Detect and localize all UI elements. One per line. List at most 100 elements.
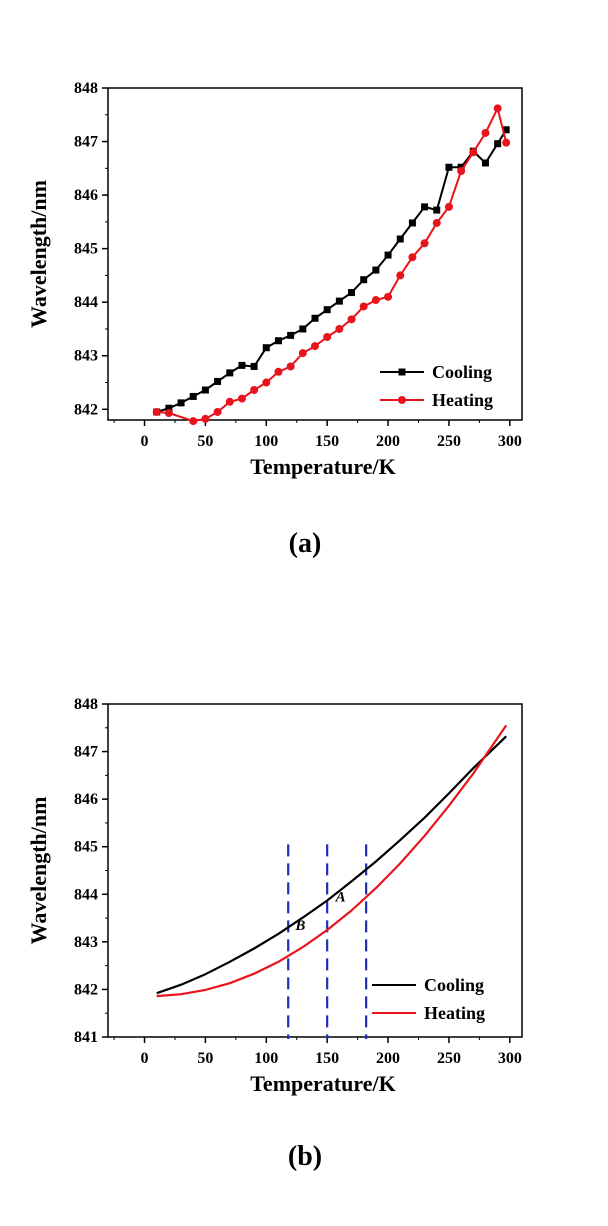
data-point-heating <box>371 296 380 305</box>
data-point-heating <box>250 386 259 395</box>
data-point-cooling <box>384 251 392 259</box>
data-point-heating <box>164 409 173 418</box>
x-axis-title: Temperature/K <box>250 454 395 479</box>
data-point-heating <box>347 315 356 324</box>
figure-caption: (b) <box>288 1141 322 1172</box>
data-point-heating <box>189 417 198 426</box>
data-point-heating <box>201 414 210 423</box>
data-point-heating <box>225 397 234 406</box>
x-tick-label: 300 <box>498 1050 522 1067</box>
data-point-heating <box>420 239 429 248</box>
data-point-cooling <box>299 325 307 333</box>
y-tick-label: 848 <box>74 696 98 713</box>
data-point-cooling <box>421 203 429 211</box>
legend-label-heating: Heating <box>432 390 493 410</box>
data-point-cooling <box>201 386 209 394</box>
x-tick-label: 200 <box>376 433 400 450</box>
data-point-heating <box>311 342 319 351</box>
y-tick-label: 841 <box>74 1029 98 1046</box>
data-point-cooling <box>311 314 319 322</box>
y-tick-label: 844 <box>74 294 98 311</box>
y-tick-label: 843 <box>74 348 98 365</box>
data-point-heating <box>359 302 368 311</box>
data-point-heating <box>335 324 344 333</box>
series-line-heating <box>156 724 508 998</box>
data-point-cooling <box>396 235 404 243</box>
x-tick-label: 0 <box>141 1050 149 1067</box>
x-tick-label: 150 <box>315 433 339 450</box>
data-point-cooling <box>238 361 246 369</box>
data-point-cooling <box>372 266 380 274</box>
data-point-cooling <box>165 404 173 412</box>
data-point-cooling <box>189 392 197 400</box>
y-tick-label: 844 <box>74 886 98 903</box>
data-point-heating <box>432 218 441 227</box>
y-axis-title: Wavelength/nm <box>26 797 51 945</box>
x-tick-label: 0 <box>141 433 149 450</box>
plot-frame <box>107 87 523 421</box>
x-tick-label: 300 <box>498 433 522 450</box>
data-point-heating <box>469 148 478 157</box>
data-point-cooling <box>214 377 222 385</box>
legend-marker-heating <box>398 396 406 404</box>
data-point-heating <box>384 292 393 301</box>
x-tick-label: 200 <box>376 1050 400 1067</box>
x-tick-label: 150 <box>315 1050 339 1067</box>
data-point-cooling <box>502 126 510 134</box>
data-point-heating <box>481 128 490 137</box>
legend-label-cooling: Cooling <box>424 975 484 995</box>
region-label-a: A <box>335 889 346 905</box>
data-point-heating <box>502 138 511 147</box>
data-point-heating <box>323 333 332 341</box>
data-point-heating <box>457 167 466 175</box>
region-label-b: B <box>294 918 305 934</box>
x-tick-label: 250 <box>437 433 461 450</box>
data-point-heating <box>298 349 307 358</box>
x-tick-label: 100 <box>254 433 278 450</box>
x-axis-title: Temperature/K <box>250 1071 395 1096</box>
data-point-heating <box>444 202 453 211</box>
y-tick-label: 845 <box>74 839 98 856</box>
data-point-cooling <box>287 331 295 339</box>
data-point-cooling <box>274 337 282 345</box>
data-point-heating <box>493 104 502 113</box>
data-point-cooling <box>360 276 368 284</box>
y-tick-label: 842 <box>74 981 98 998</box>
data-point-heating <box>396 271 405 280</box>
data-point-cooling <box>262 344 270 352</box>
data-point-cooling <box>494 140 502 148</box>
x-tick-label: 100 <box>254 1050 278 1067</box>
chart-a: 0 50 100 150 200 250 300 842 843 844 845 846 847 848 T… <box>26 80 523 559</box>
data-point-cooling <box>433 206 441 214</box>
data-point-cooling <box>177 399 185 407</box>
y-axis-title: Wavelength/nm <box>26 180 51 328</box>
y-tick-label: 843 <box>74 934 98 951</box>
data-point-heating <box>152 407 161 416</box>
y-tick-label: 848 <box>74 80 98 97</box>
data-point-heating <box>262 378 271 387</box>
legend-marker-cooling <box>398 368 406 376</box>
x-tick-label: 50 <box>197 1050 213 1067</box>
data-point-heating <box>408 253 417 262</box>
legend-label-cooling: Cooling <box>432 362 492 382</box>
y-tick-label: 845 <box>74 241 98 258</box>
data-point-heating <box>213 407 222 416</box>
data-point-cooling <box>335 297 343 305</box>
data-point-heating <box>237 394 246 403</box>
data-point-cooling <box>445 163 453 171</box>
data-point-heating <box>274 367 283 376</box>
y-tick-label: 842 <box>74 401 98 418</box>
y-tick-label: 847 <box>74 134 98 151</box>
data-point-cooling <box>226 369 234 377</box>
data-point-cooling <box>323 306 331 314</box>
data-point-cooling <box>408 219 416 227</box>
series-line-cooling <box>156 735 507 995</box>
x-tick-label: 250 <box>437 1050 461 1067</box>
y-tick-label: 846 <box>74 791 98 808</box>
x-tick-label: 50 <box>197 433 213 450</box>
data-point-cooling <box>250 362 258 370</box>
data-point-cooling <box>481 159 489 167</box>
legend-label-heating: Heating <box>424 1003 485 1023</box>
y-tick-label: 847 <box>74 744 98 761</box>
